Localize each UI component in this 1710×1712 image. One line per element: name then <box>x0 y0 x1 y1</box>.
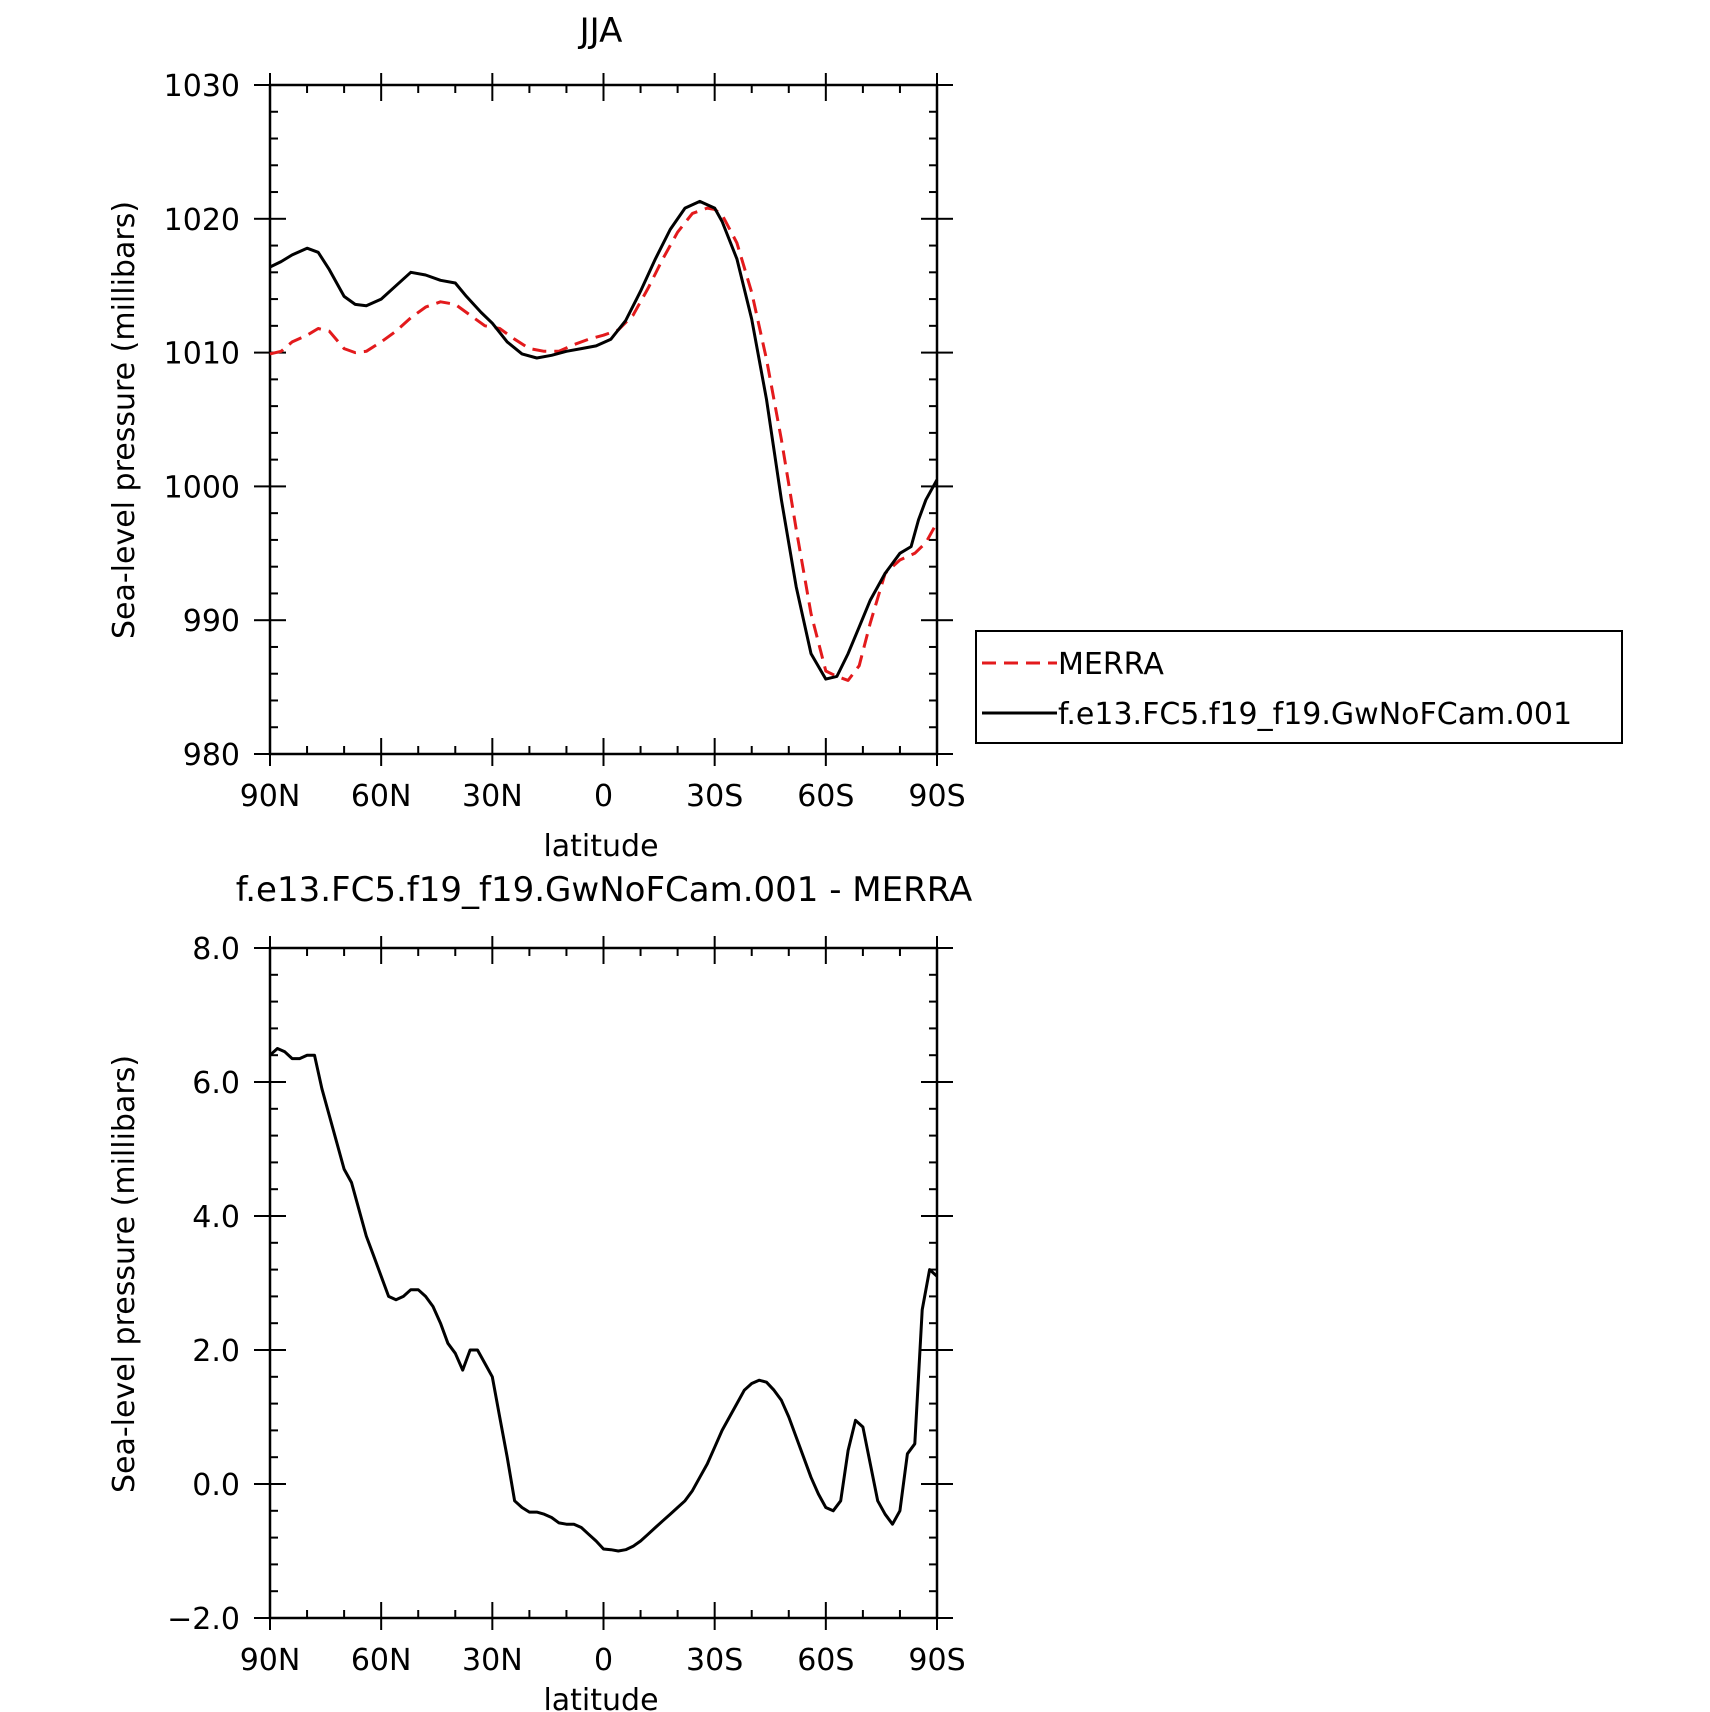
bottom-chart-title: f.e13.FC5.f19_f19.GwNoFCam.001 - MERRA <box>236 870 972 910</box>
series-line-merra <box>269 206 939 682</box>
top-chart-y-tick-labels: 980 990 1000 1010 1020 1030 <box>164 69 240 773</box>
bottom-y-tick-label: −2.0 <box>167 1602 240 1637</box>
bottom-difference-line <box>268 1047 939 1553</box>
bottom-y-tick-label: 4.0 <box>192 1200 240 1235</box>
bottom-chart-y-tick-labels: −2.0 0.0 2.0 4.0 6.0 8.0 <box>167 932 240 1637</box>
top-x-tick-label: 60S <box>797 779 854 814</box>
bottom-chart-x-axis-label: latitude <box>543 1683 658 1712</box>
top-x-tick-label: 30S <box>686 779 743 814</box>
top-y-tick-label: 1010 <box>164 337 240 372</box>
legend-label-merra: MERRA <box>1058 647 1164 682</box>
top-chart-x-tick-labels: 90N 60N 30N 0 30S 60S 90S <box>240 779 966 814</box>
top-y-tick-label: 1000 <box>164 470 240 505</box>
bottom-chart-series <box>268 1047 939 1553</box>
top-x-tick-label: 0 <box>594 779 613 814</box>
bottom-chart-y-axis-label: Sea-level pressure (millibars) <box>107 1055 142 1493</box>
legend: MERRA f.e13.FC5.f19_f19.GwNoFCam.001 <box>975 630 1623 744</box>
legend-box <box>975 630 1623 744</box>
top-y-tick-label: 980 <box>183 738 240 773</box>
top-plot-frame <box>268 83 939 756</box>
top-chart-axes <box>254 73 953 766</box>
bottom-y-tick-label: 2.0 <box>192 1334 240 1369</box>
bottom-y-tick-label: 0.0 <box>192 1468 240 1503</box>
top-x-tick-label: 90S <box>908 779 965 814</box>
top-chart-y-axis-label: Sea-level pressure (millibars) <box>107 201 142 639</box>
bottom-x-tick-label: 90S <box>908 1643 965 1678</box>
top-chart-title: JJA <box>578 11 623 51</box>
top-x-tick-label: 30N <box>462 779 523 814</box>
bottom-x-tick-label: 90N <box>240 1643 301 1678</box>
top-y-tick-label: 1030 <box>164 69 240 104</box>
top-y-tick-label: 990 <box>183 604 240 639</box>
bottom-x-tick-label: 30N <box>462 1643 523 1678</box>
bottom-y-tick-label: 6.0 <box>192 1066 240 1101</box>
bottom-chart-x-tick-labels: 90N 60N 30N 0 30S 60S 90S <box>240 1643 966 1678</box>
top-x-tick-label: 90N <box>240 779 301 814</box>
top-chart-x-axis-label: latitude <box>543 829 658 864</box>
top-chart-series <box>269 199 939 682</box>
bottom-chart: f.e13.FC5.f19_f19.GwNoFCam.001 - MERRA 9… <box>107 870 972 1712</box>
top-y-tick-label: 1020 <box>164 203 240 238</box>
bottom-x-tick-label: 60N <box>351 1643 412 1678</box>
bottom-chart-axes <box>254 936 953 1630</box>
series-line-f-e13-fc5-f19-f19-gwnofcam-001 <box>269 199 939 681</box>
bottom-plot-frame <box>268 946 939 1620</box>
bottom-x-tick-label: 0 <box>594 1643 613 1678</box>
legend-label-model: f.e13.FC5.f19_f19.GwNoFCam.001 <box>1058 697 1572 732</box>
top-chart: JJA 90N 60N 30N 0 30S 60S 90S 980 990 1000 1010 10… <box>107 11 966 864</box>
top-x-tick-label: 60N <box>351 779 412 814</box>
bottom-y-tick-label: 8.0 <box>192 932 240 967</box>
bottom-x-tick-label: 30S <box>686 1643 743 1678</box>
bottom-x-tick-label: 60S <box>797 1643 854 1678</box>
